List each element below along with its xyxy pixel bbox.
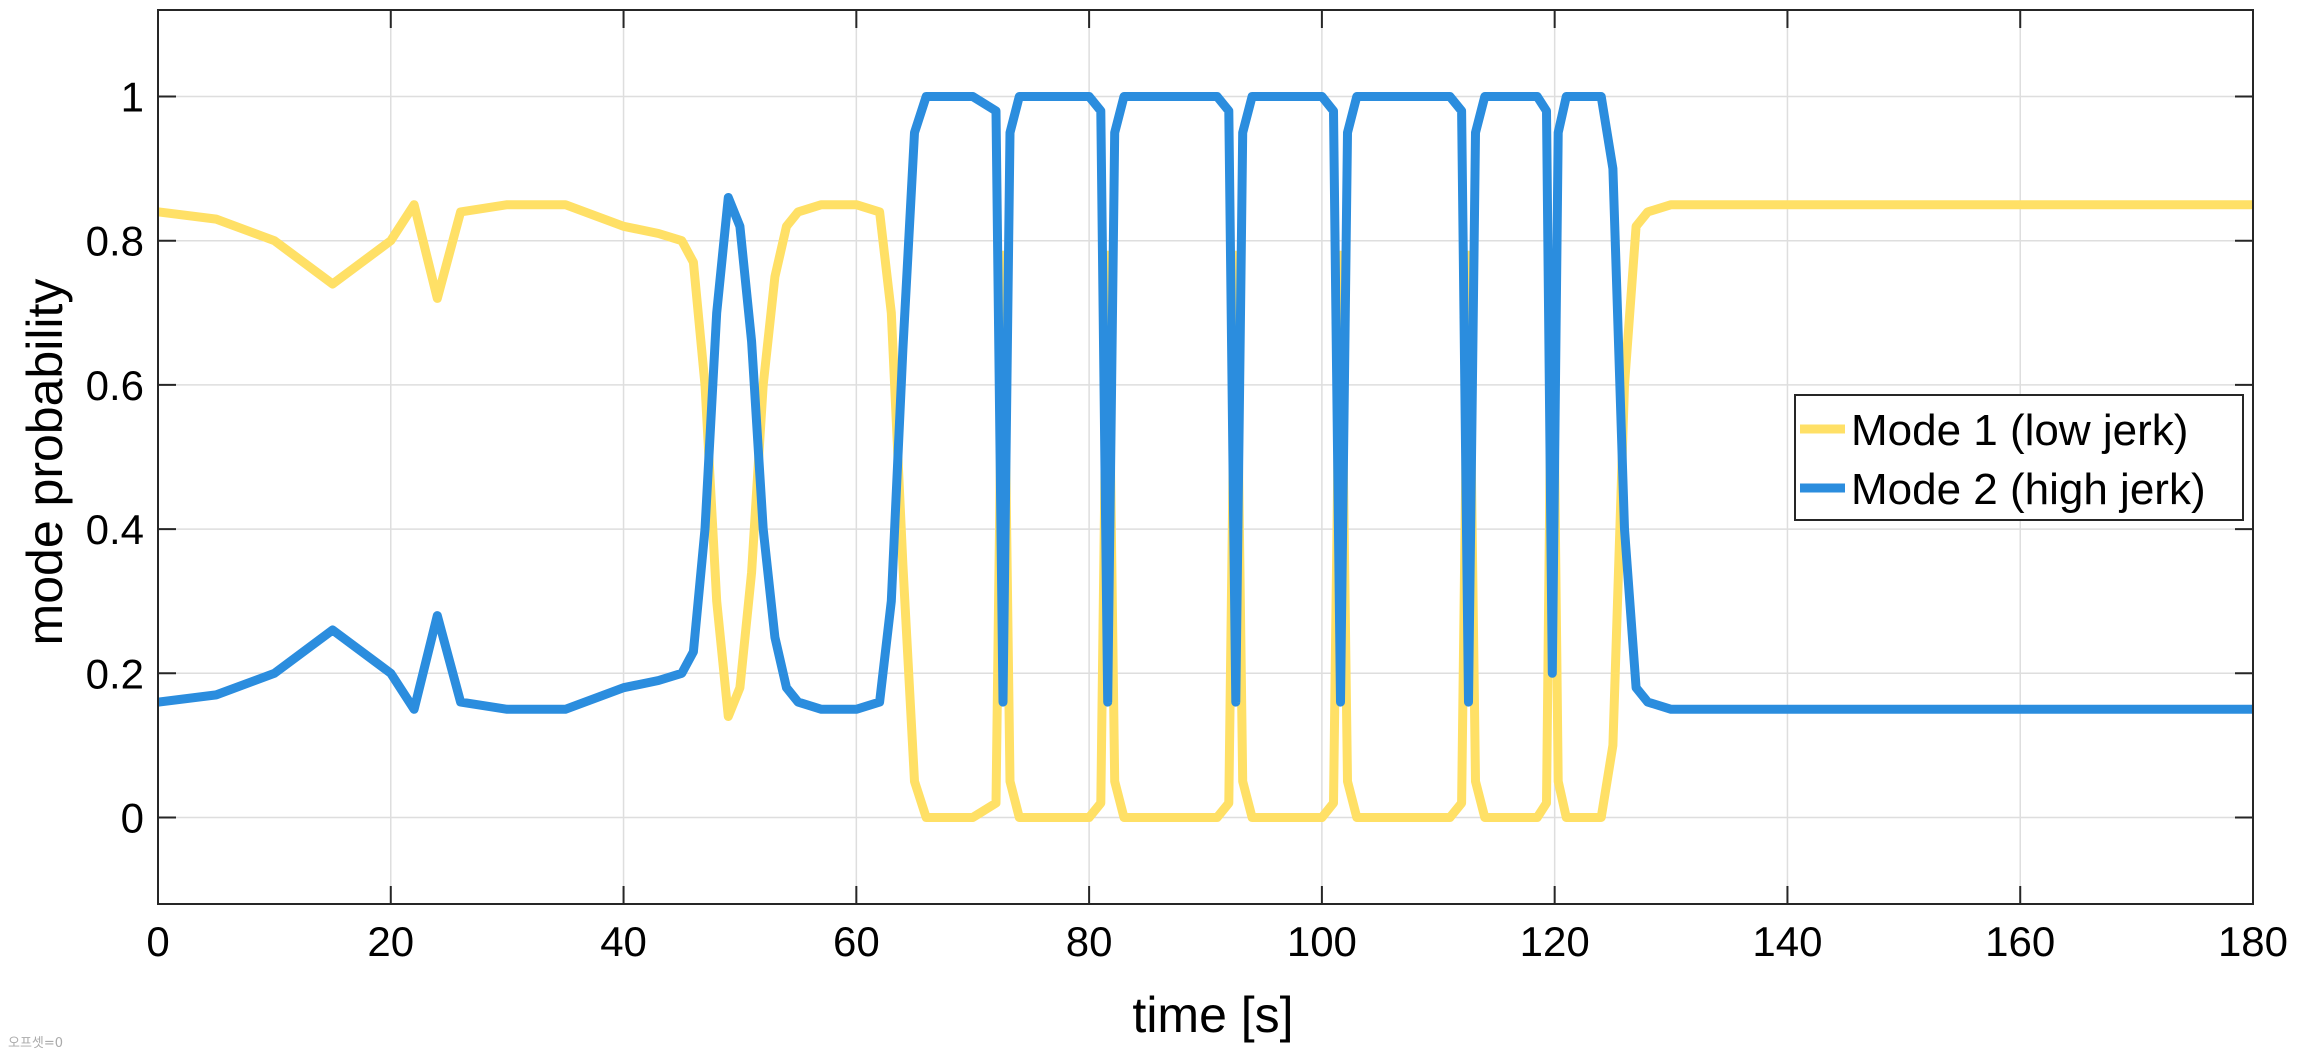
y-axis-title: mode probability xyxy=(17,279,73,646)
y-tick-label: 1 xyxy=(121,74,144,121)
plot-area xyxy=(158,92,2253,822)
legend-box xyxy=(1794,394,2244,521)
legend: Mode 1 (low jerk) Mode 2 (high jerk) xyxy=(1794,394,2244,521)
x-tick-labels: 0 20 40 60 80 100 120 140 160 180 xyxy=(146,918,2288,965)
corner-note: 오프셋=0 xyxy=(8,1036,64,1051)
legend-label-mode-1: Mode 1 (low jerk) xyxy=(1851,406,2188,455)
series-layer xyxy=(158,92,2253,822)
series-line-mode-2 xyxy=(158,92,2253,714)
x-tick-label: 140 xyxy=(1752,918,1822,965)
x-tick-label: 160 xyxy=(1985,918,2055,965)
x-tick-label: 120 xyxy=(1520,918,1590,965)
series-line-mode-1 xyxy=(158,200,2253,822)
x-tick-label: 180 xyxy=(2218,918,2288,965)
plot-frame xyxy=(157,9,2254,905)
y-tick-label: 0.4 xyxy=(86,506,144,553)
x-tick-label: 60 xyxy=(833,918,880,965)
x-tick-label: 0 xyxy=(146,918,169,965)
y-tick-label: 0.2 xyxy=(86,650,144,697)
x-axis-title: time [s] xyxy=(1132,987,1293,1043)
grid-lines xyxy=(157,10,2254,904)
y-tick-labels: 0 0.2 0.4 0.6 0.8 1 xyxy=(86,74,144,842)
y-tick-label: 0.8 xyxy=(86,218,144,265)
y-tick-label: 0 xyxy=(121,794,144,841)
axis-ticks xyxy=(157,10,2254,904)
y-tick-label: 0.6 xyxy=(86,362,144,409)
legend-label-mode-2: Mode 2 (high jerk) xyxy=(1851,465,2206,514)
x-tick-label: 20 xyxy=(367,918,414,965)
x-tick-label: 40 xyxy=(600,918,647,965)
x-tick-label: 80 xyxy=(1066,918,1113,965)
x-tick-label: 100 xyxy=(1287,918,1357,965)
